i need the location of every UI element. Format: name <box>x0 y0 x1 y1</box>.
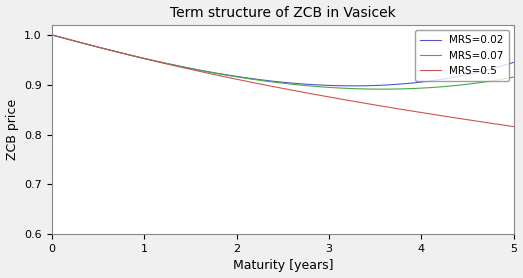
MRS=0.02 <box>346 84 352 88</box>
MRS=0.5 <box>182 66 188 70</box>
MRS=0.02 <box>350 84 357 88</box>
MRS=0.02 <box>353 84 359 88</box>
MRS=0.07 <box>182 66 188 69</box>
MRS=0.5 <box>351 100 358 103</box>
MRS=0.07 <box>49 33 55 36</box>
MRS=0.5 <box>431 113 437 116</box>
MRS=0.02 <box>49 33 55 36</box>
MRS=0.5 <box>511 125 517 128</box>
Line: MRS=0.07: MRS=0.07 <box>52 35 514 89</box>
MRS=0.07 <box>511 75 517 79</box>
MRS=0.07 <box>216 72 222 76</box>
MRS=0.02 <box>432 79 438 82</box>
MRS=0.5 <box>346 99 352 102</box>
MRS=0.5 <box>216 74 222 77</box>
MRS=0.07 <box>163 62 169 65</box>
MRS=0.5 <box>49 33 55 36</box>
MRS=0.07 <box>351 87 358 90</box>
MRS=0.07 <box>379 88 385 91</box>
Title: Term structure of ZCB in Vasicek: Term structure of ZCB in Vasicek <box>170 6 395 19</box>
X-axis label: Maturity [years]: Maturity [years] <box>233 259 333 272</box>
Line: MRS=0.5: MRS=0.5 <box>52 35 514 127</box>
MRS=0.02 <box>216 72 222 75</box>
MRS=0.07 <box>346 87 352 90</box>
MRS=0.5 <box>163 62 169 65</box>
MRS=0.02 <box>163 61 169 65</box>
Legend: MRS=0.02, MRS=0.07, MRS=0.5: MRS=0.02, MRS=0.07, MRS=0.5 <box>415 30 509 81</box>
MRS=0.02 <box>182 66 188 69</box>
MRS=0.02 <box>511 61 517 64</box>
MRS=0.07 <box>432 86 438 89</box>
Line: MRS=0.02: MRS=0.02 <box>52 35 514 86</box>
Y-axis label: ZCB price: ZCB price <box>6 99 18 160</box>
